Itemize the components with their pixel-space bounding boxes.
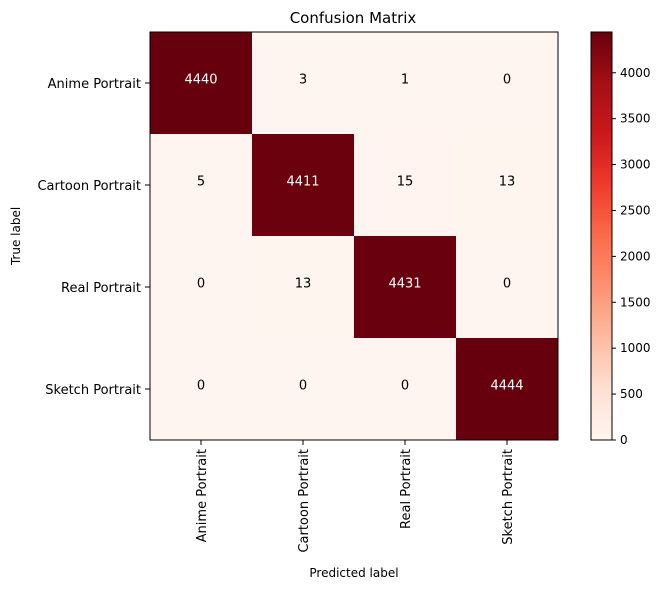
colorbar-tick-label: 1000 (620, 341, 651, 355)
heatmap-cell (150, 338, 252, 440)
chart-title: Confusion Matrix (290, 9, 417, 27)
cell-value-label: 15 (397, 175, 414, 190)
y-axis-label: True label (9, 207, 23, 266)
cell-value-label: 4440 (184, 73, 217, 88)
heatmap-cell (354, 338, 456, 440)
heatmap-cell (456, 134, 558, 236)
cell-value-label: 3 (299, 73, 307, 88)
y-tick-label: Anime Portrait (48, 77, 141, 92)
heatmap-cell (354, 236, 456, 338)
x-tick-label: Anime Portrait (195, 449, 210, 542)
x-tick-label: Sketch Portrait (501, 449, 516, 545)
colorbar-tick-label: 500 (620, 387, 643, 401)
cell-value-label: 13 (295, 277, 312, 292)
heatmap-cell (456, 236, 558, 338)
heatmap-cell (150, 236, 252, 338)
heatmap-cell (456, 32, 558, 134)
x-tick-label: Real Portrait (399, 449, 414, 529)
cell-value-label: 1 (401, 73, 409, 88)
cell-value-label: 0 (503, 73, 511, 88)
y-tick-label: Cartoon Portrait (37, 179, 141, 194)
cell-value-label: 4431 (388, 277, 421, 292)
cell-value-label: 4444 (490, 379, 523, 394)
colorbar (590, 31, 613, 441)
cell-value-label: 0 (197, 277, 205, 292)
x-tick-label: Cartoon Portrait (297, 449, 312, 553)
cell-value-label: 0 (299, 379, 307, 394)
colorbar-tick-label: 3000 (620, 158, 651, 172)
colorbar-tick-label: 4000 (620, 66, 651, 80)
heatmap-cell (354, 32, 456, 134)
heatmap-cell (252, 236, 354, 338)
heatmap-frame (149, 31, 559, 441)
heatmap-cell (150, 134, 252, 236)
heatmap-cell (252, 134, 354, 236)
heatmap-cell (354, 134, 456, 236)
cell-value-label: 0 (503, 277, 511, 292)
heatmap-cell (252, 338, 354, 440)
cell-value-label: 0 (197, 379, 205, 394)
colorbar-tick-label: 2000 (620, 249, 651, 263)
colorbar-tick-label: 1500 (620, 295, 651, 309)
heatmap-cell (456, 338, 558, 440)
x-axis-label: Predicted label (309, 566, 398, 580)
cell-value-label: 5 (197, 175, 205, 190)
colorbar-tick-label: 3500 (620, 112, 651, 126)
colorbar-tick-label: 0 (620, 433, 628, 447)
y-tick-label: Real Portrait (61, 281, 141, 296)
cell-value-label: 0 (401, 379, 409, 394)
cell-value-label: 4411 (286, 175, 319, 190)
heatmap-cell (150, 32, 252, 134)
y-tick-label: Sketch Portrait (45, 383, 141, 398)
heatmap-cell (252, 32, 354, 134)
colorbar-tick-label: 2500 (620, 203, 651, 217)
cell-value-label: 13 (499, 175, 516, 190)
